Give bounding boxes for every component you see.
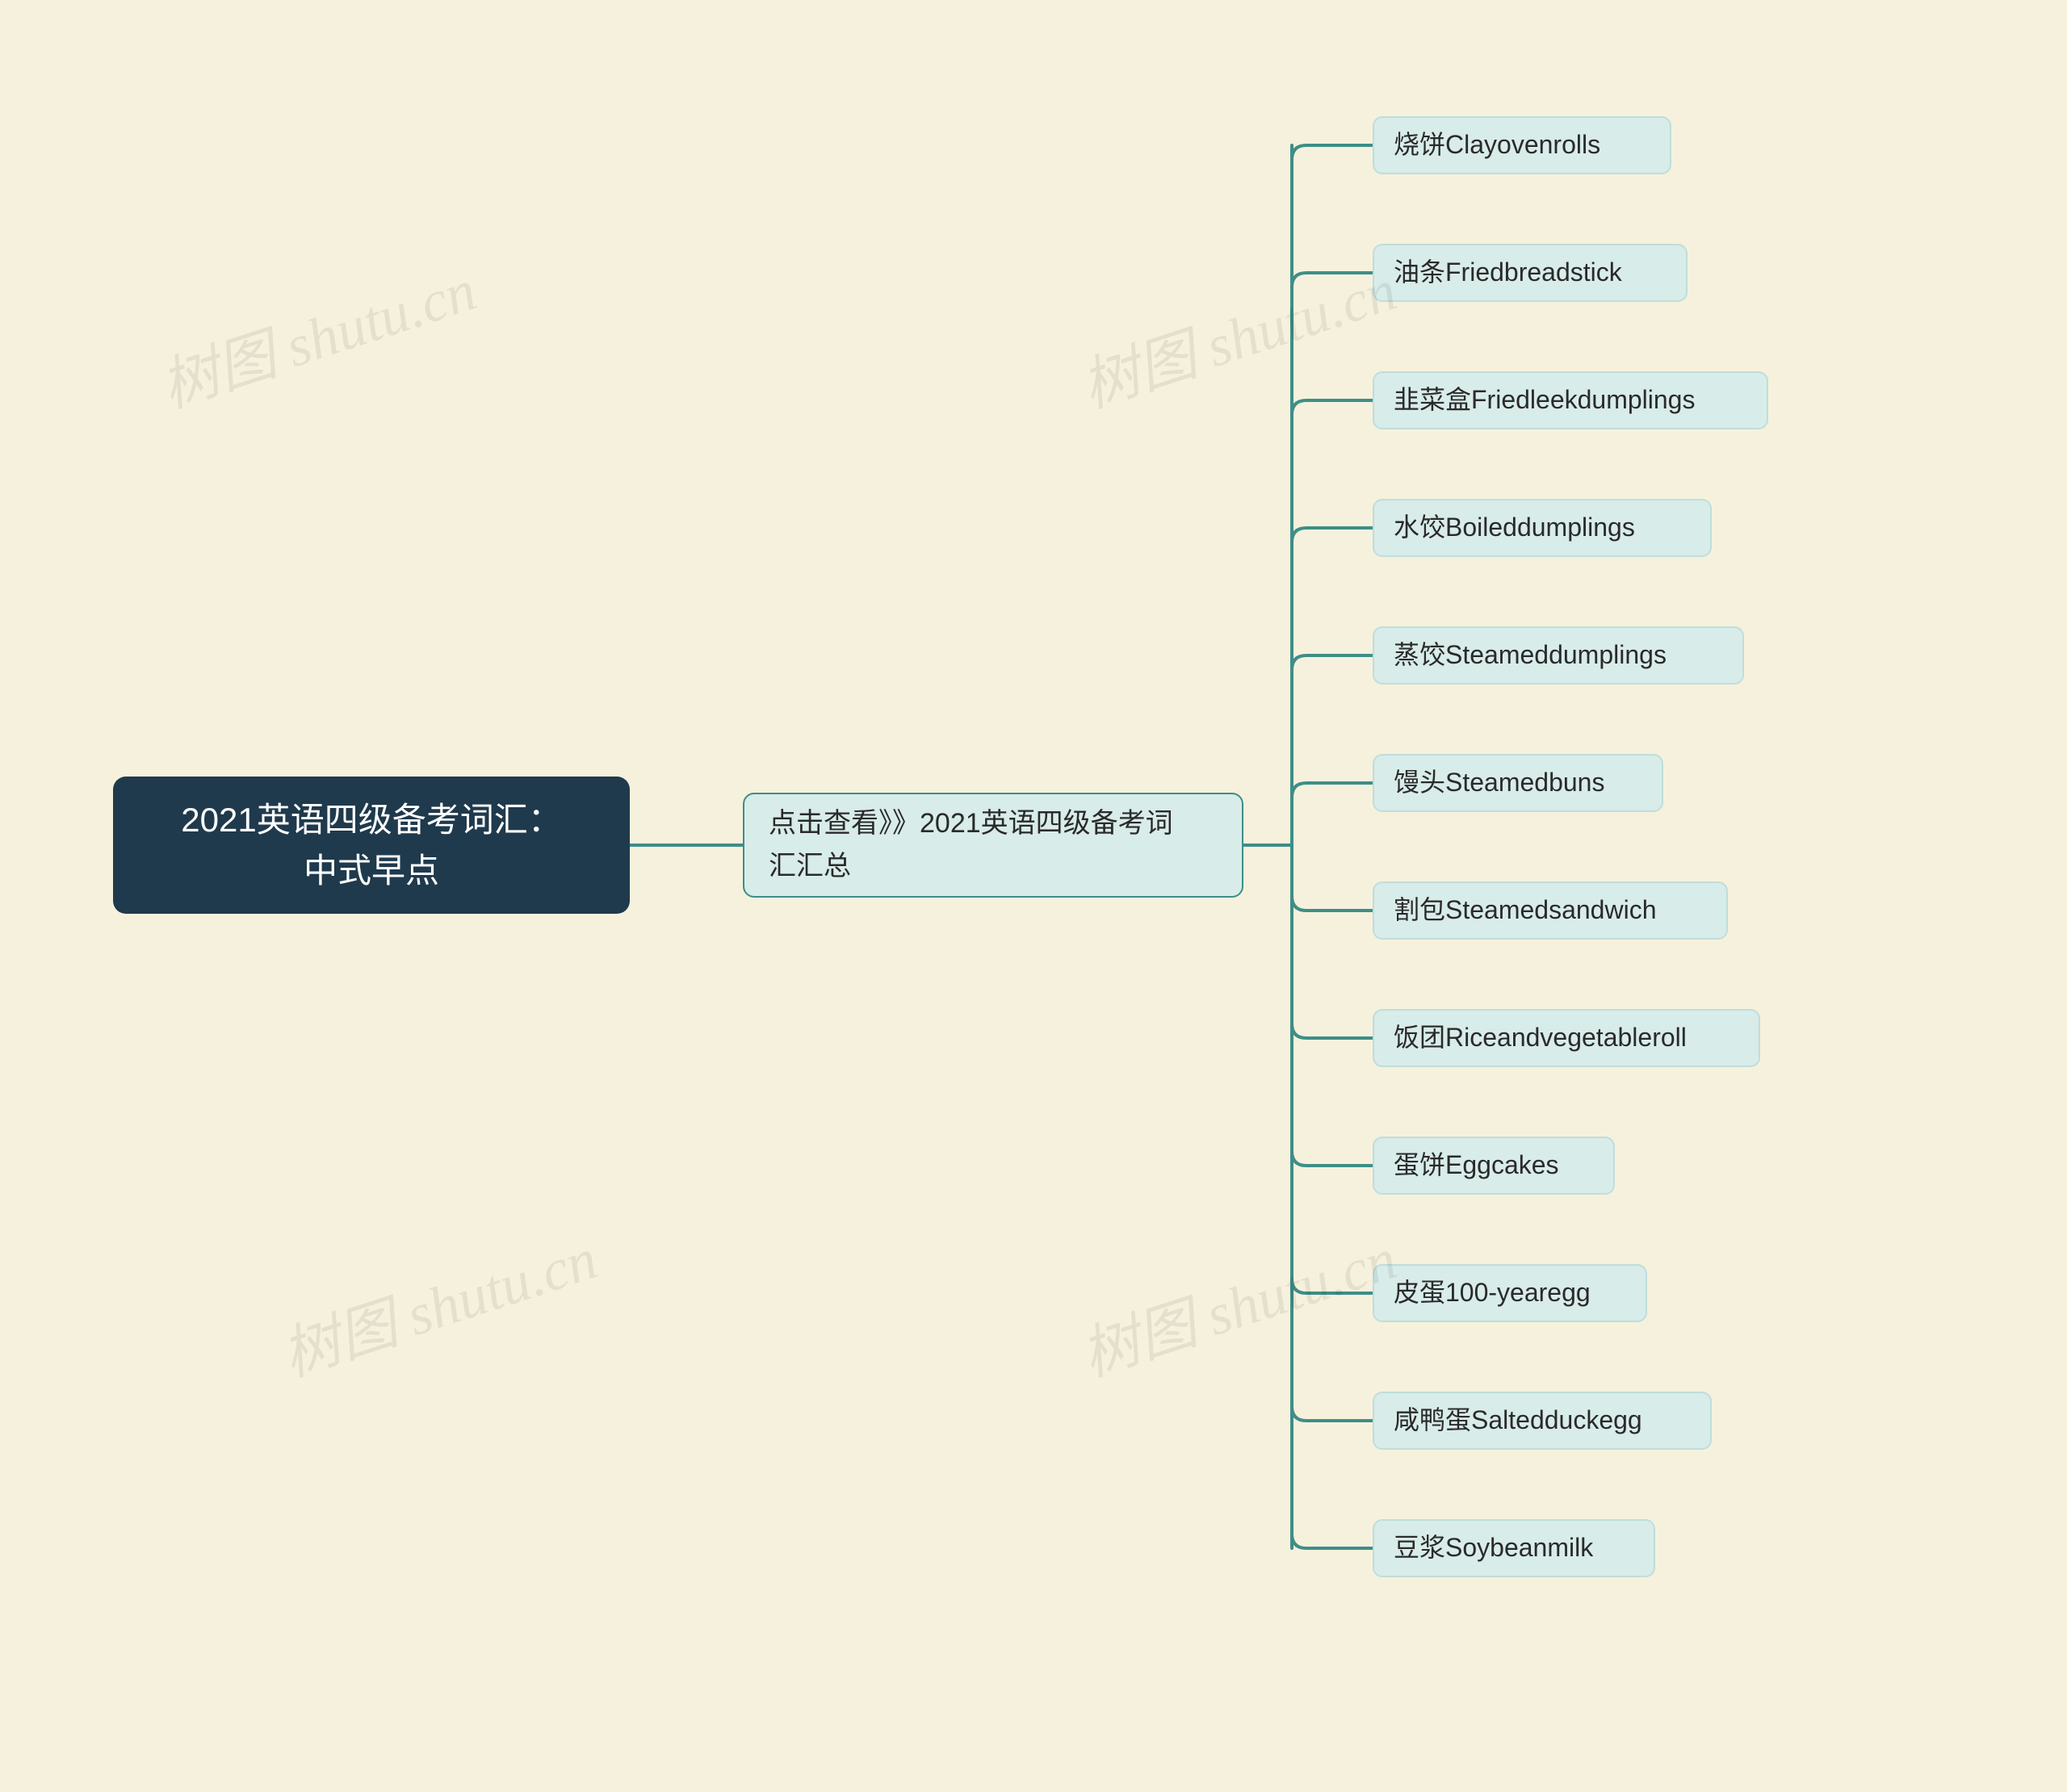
- leaf-label: 烧饼Clayovenrolls: [1394, 125, 1600, 165]
- root-node[interactable]: 2021英语四级备考词汇： 中式早点: [113, 777, 630, 914]
- leaf-node[interactable]: 割包Steamedsandwich: [1373, 881, 1728, 940]
- leaf-node[interactable]: 皮蛋100-yearegg: [1373, 1264, 1647, 1322]
- leaf-node[interactable]: 油条Friedbreadstick: [1373, 244, 1688, 302]
- leaf-label: 割包Steamedsandwich: [1394, 890, 1657, 931]
- leaf-node[interactable]: 咸鸭蛋Saltedduckegg: [1373, 1392, 1712, 1450]
- leaf-label: 咸鸭蛋Saltedduckegg: [1394, 1401, 1642, 1441]
- leaf-node[interactable]: 水饺Boileddumplings: [1373, 499, 1712, 557]
- watermark: 树图 shutu.cn: [1069, 242, 1406, 424]
- leaf-label: 蛋饼Eggcakes: [1394, 1145, 1559, 1186]
- leaf-label: 水饺Boileddumplings: [1394, 508, 1635, 548]
- mindmap-canvas: 2021英语四级备考词汇： 中式早点 点击查看》》2021英语四级备考词 汇汇总…: [0, 0, 2067, 1792]
- leaf-label: 韭菜盒Friedleekdumplings: [1394, 380, 1695, 421]
- mid-node[interactable]: 点击查看》》2021英语四级备考词 汇汇总: [743, 793, 1243, 898]
- leaf-label: 豆浆Soybeanmilk: [1394, 1528, 1593, 1568]
- leaf-node[interactable]: 豆浆Soybeanmilk: [1373, 1519, 1655, 1577]
- leaf-node[interactable]: 烧饼Clayovenrolls: [1373, 116, 1671, 174]
- leaf-node[interactable]: 饭团Riceandvegetableroll: [1373, 1009, 1760, 1067]
- leaf-label: 皮蛋100-yearegg: [1394, 1273, 1591, 1313]
- leaf-label: 馒头Steamedbuns: [1394, 763, 1604, 803]
- leaf-node[interactable]: 蒸饺Steameddumplings: [1373, 626, 1744, 685]
- mid-label: 点击查看》》2021英语四级备考词 汇汇总: [769, 802, 1173, 887]
- watermark: 树图 shutu.cn: [1069, 1211, 1406, 1392]
- root-label: 2021英语四级备考词汇： 中式早点: [181, 794, 561, 896]
- leaf-label: 蒸饺Steameddumplings: [1394, 635, 1667, 676]
- leaf-node[interactable]: 馒头Steamedbuns: [1373, 754, 1663, 812]
- watermark: 树图 shutu.cn: [270, 1211, 606, 1392]
- leaf-node[interactable]: 韭菜盒Friedleekdumplings: [1373, 371, 1768, 429]
- leaf-label: 油条Friedbreadstick: [1394, 253, 1622, 293]
- leaf-node[interactable]: 蛋饼Eggcakes: [1373, 1137, 1615, 1195]
- watermark: 树图 shutu.cn: [149, 242, 485, 424]
- leaf-label: 饭团Riceandvegetableroll: [1394, 1018, 1687, 1058]
